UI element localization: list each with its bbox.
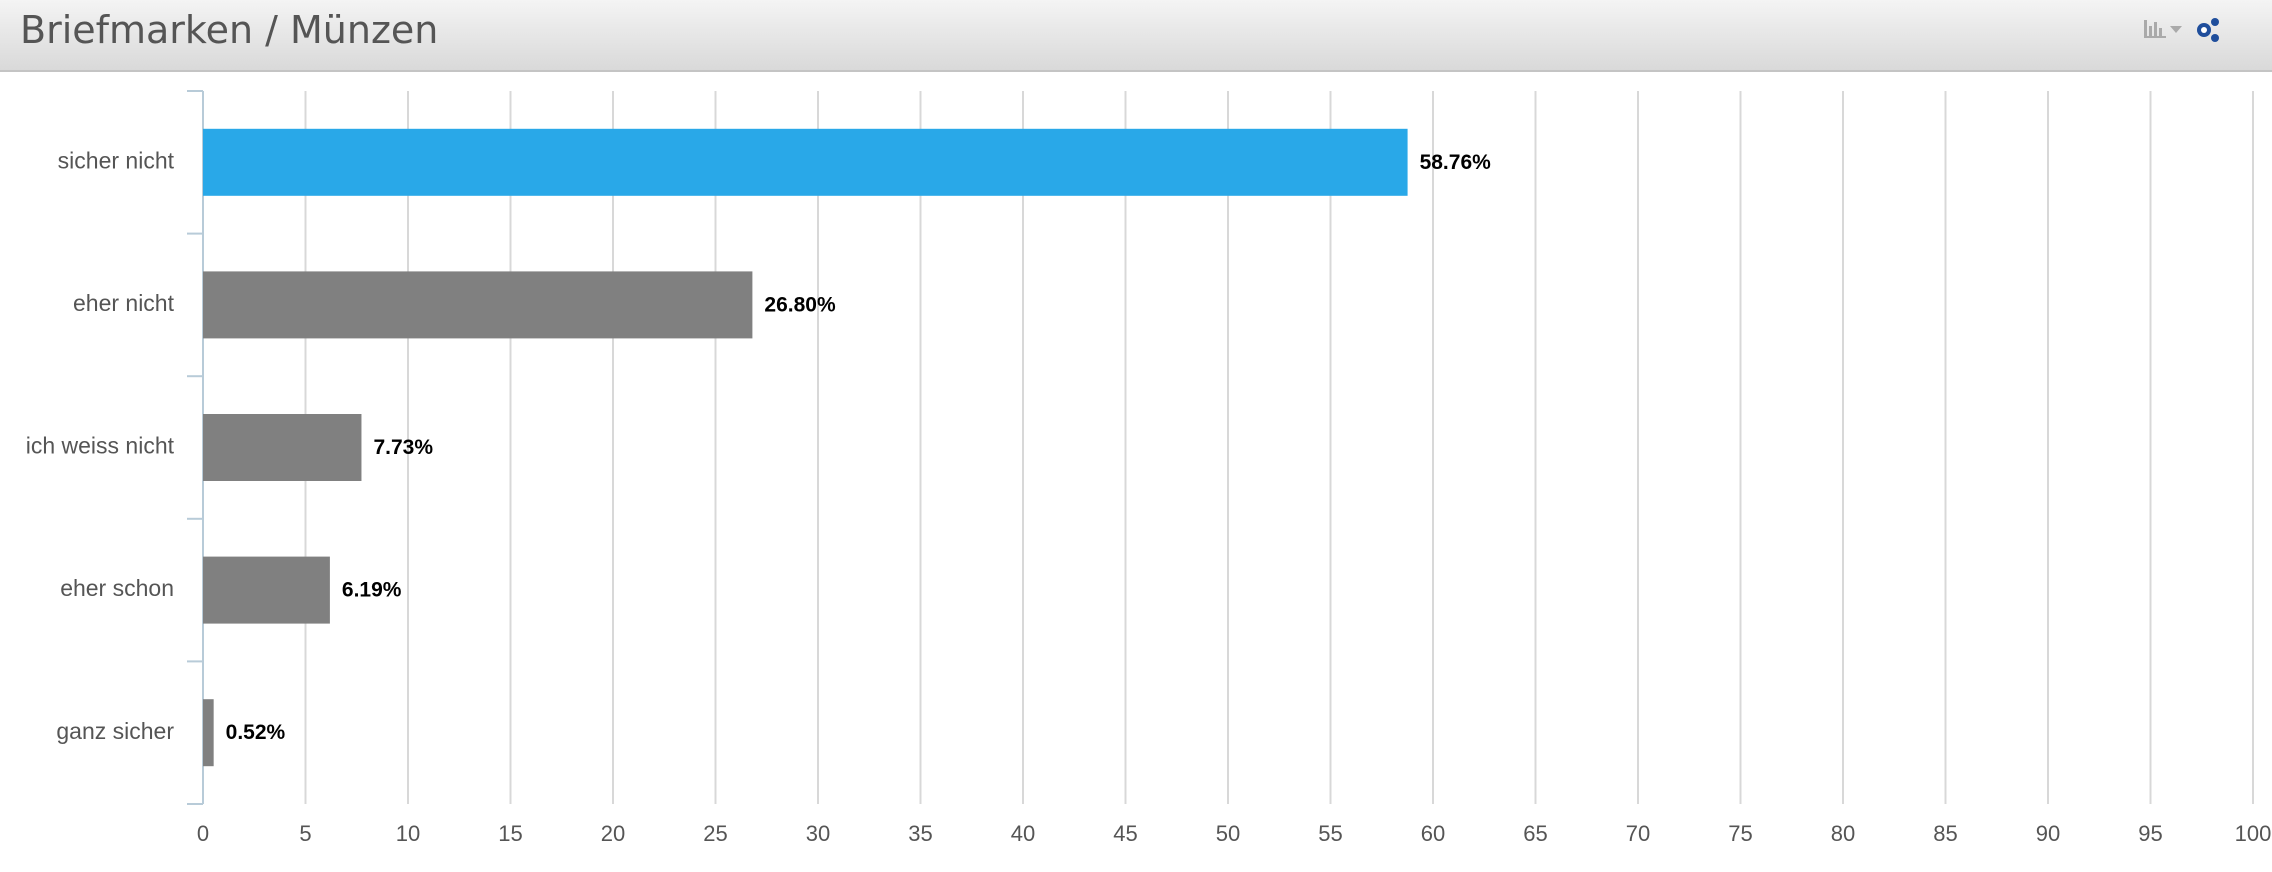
x-tick-label: 45	[1113, 821, 1137, 846]
x-tick-label: 40	[1011, 821, 1035, 846]
bar	[203, 699, 214, 767]
x-tick-label: 50	[1216, 821, 1240, 846]
header-icons	[2144, 18, 2219, 42]
y-tick-label: ich weiss nicht	[26, 433, 175, 459]
x-tick-label: 35	[908, 821, 932, 846]
chart-type-icon[interactable]	[2144, 20, 2182, 38]
value-label: 6.19%	[342, 579, 402, 602]
y-tick-label: eher schon	[60, 575, 174, 601]
x-tick-label: 60	[1421, 821, 1445, 846]
settings-icon[interactable]	[2197, 18, 2219, 42]
y-tick-label: sicher nicht	[58, 147, 175, 173]
bar	[203, 128, 1408, 196]
chart: 0 5 10 15 20 25 30 35 40 45 50 55 60 65 70 75 80 85 90 95 10…	[26, 90, 2272, 846]
x-tick-label: 55	[1318, 821, 1342, 846]
y-tick-label: ganz sicher	[56, 718, 174, 744]
x-tick-label: 75	[1728, 821, 1752, 846]
bar	[203, 556, 330, 624]
x-tick-label: 5	[299, 821, 311, 846]
x-tick-label: 90	[2036, 821, 2060, 846]
x-tick-label: 65	[1523, 821, 1547, 846]
x-tick-label: 25	[703, 821, 727, 846]
value-label: 0.52%	[226, 721, 286, 744]
x-tick-label: 95	[2138, 821, 2162, 846]
x-tick-label: 80	[1831, 821, 1855, 846]
x-tick-label: 85	[1933, 821, 1957, 846]
header: Briefmarken / Münzen	[0, 0, 2272, 72]
value-label: 26.80%	[764, 293, 836, 316]
x-tick-label: 70	[1626, 821, 1650, 846]
chart-title: Briefmarken / Münzen	[20, 8, 439, 52]
value-label: 58.76%	[1420, 151, 1492, 174]
x-tick-label: 10	[396, 821, 420, 846]
x-tick-label: 15	[498, 821, 522, 846]
bar	[203, 271, 753, 339]
y-tick-label: eher nicht	[73, 290, 175, 316]
x-tick-label: 30	[806, 821, 830, 846]
x-tick-label: 100	[2235, 821, 2272, 846]
value-label: 7.73%	[373, 436, 433, 459]
x-tick-label: 20	[601, 821, 625, 846]
bar	[203, 414, 362, 481]
x-tick-label: 0	[197, 821, 209, 846]
